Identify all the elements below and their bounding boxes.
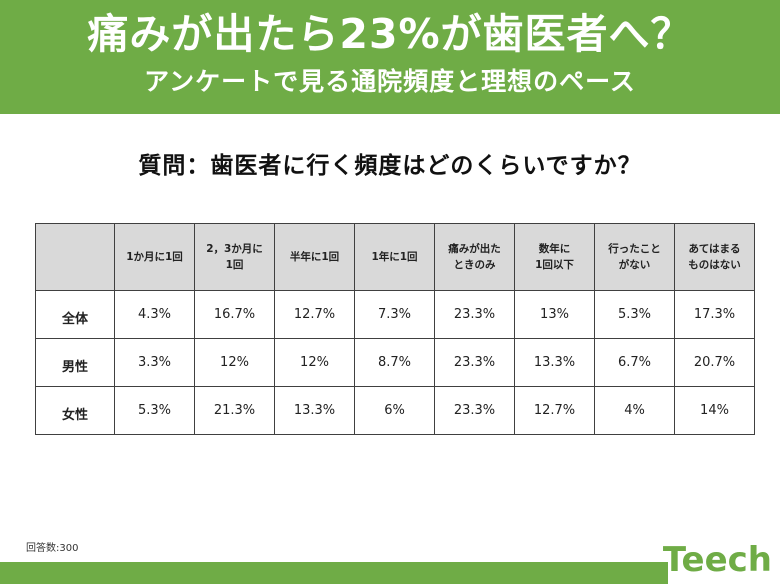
data-cell: 16.7% bbox=[194, 290, 275, 339]
table-row: 女性 5.3% 21.3% 13.3% 6% 23.3% 12.7% 4% 14% bbox=[35, 386, 755, 435]
column-header-1: 1か月に1回 bbox=[114, 223, 195, 291]
column-header-7: 行ったこと がない bbox=[594, 223, 675, 291]
row-label: 女性 bbox=[35, 386, 115, 435]
data-cell: 8.7% bbox=[354, 338, 435, 387]
column-header-5: 痛みが出た ときのみ bbox=[434, 223, 515, 291]
data-cell: 12.7% bbox=[274, 290, 355, 339]
data-cell: 7.3% bbox=[354, 290, 435, 339]
column-header-line: 1年に1回 bbox=[371, 251, 418, 263]
logo-background bbox=[668, 547, 780, 584]
column-header-line: 1回 bbox=[225, 259, 244, 271]
column-header-line: あてはまる bbox=[688, 243, 741, 255]
column-header-6: 数年に 1回以下 bbox=[514, 223, 595, 291]
data-cell: 17.3% bbox=[674, 290, 755, 339]
column-header-4: 1年に1回 bbox=[354, 223, 435, 291]
column-header-3: 半年に1回 bbox=[274, 223, 355, 291]
teech-logo: Teech bbox=[662, 540, 772, 580]
corner-cell bbox=[35, 223, 115, 291]
data-cell: 5.3% bbox=[594, 290, 675, 339]
page-title: 痛みが出たら23%が歯医者へ？ bbox=[87, 10, 693, 58]
column-header-line: 半年に1回 bbox=[289, 251, 340, 263]
data-cell: 13.3% bbox=[274, 386, 355, 435]
table-row: 男性 3.3% 12% 12% 8.7% 23.3% 13.3% 6.7% 20.7% bbox=[35, 338, 755, 387]
column-header-line: がない bbox=[618, 259, 651, 271]
table-row: 全体 4.3% 16.7% 12.7% 7.3% 23.3% 13% 5.3% 17.3% bbox=[35, 290, 755, 339]
data-cell: 13.3% bbox=[514, 338, 595, 387]
data-cell: 23.3% bbox=[434, 290, 515, 339]
data-cell: 4.3% bbox=[114, 290, 195, 339]
column-header-line: 行ったこと bbox=[608, 243, 661, 255]
column-header-line: ものはない bbox=[688, 259, 741, 271]
column-header-line: 数年に bbox=[538, 243, 571, 255]
row-label: 男性 bbox=[35, 338, 115, 387]
footer-band bbox=[0, 562, 780, 584]
data-cell: 6.7% bbox=[594, 338, 675, 387]
column-header-line: 痛みが出た bbox=[448, 243, 501, 255]
column-header-line: ときのみ bbox=[453, 259, 496, 271]
data-cell: 13% bbox=[514, 290, 595, 339]
data-cell: 4% bbox=[594, 386, 675, 435]
data-cell: 20.7% bbox=[674, 338, 755, 387]
data-cell: 6% bbox=[354, 386, 435, 435]
data-cell: 21.3% bbox=[194, 386, 275, 435]
column-header-line: 1か月に1回 bbox=[126, 251, 183, 263]
survey-question: 質問：歯医者に行く頻度はどのくらいですか？ bbox=[138, 153, 642, 179]
data-cell: 5.3% bbox=[114, 386, 195, 435]
data-cell: 12% bbox=[194, 338, 275, 387]
data-cell: 23.3% bbox=[434, 386, 515, 435]
column-header-line: 2，3か月に bbox=[206, 243, 263, 255]
survey-table: 1か月に1回 2，3か月に 1回 半年に1回 1年に1回 痛みが出たときのみ 数年に 1回以下… bbox=[35, 223, 755, 435]
data-cell: 14% bbox=[674, 386, 755, 435]
response-count: 回答数:300 bbox=[26, 543, 79, 554]
data-cell: 12% bbox=[274, 338, 355, 387]
row-label: 全体 bbox=[35, 290, 115, 339]
data-cell: 12.7% bbox=[514, 386, 595, 435]
data-cell: 23.3% bbox=[434, 338, 515, 387]
column-header-8: あてはまるものはない bbox=[674, 223, 755, 291]
column-header-line: 1回以下 bbox=[535, 259, 574, 271]
data-cell: 3.3% bbox=[114, 338, 195, 387]
column-header-2: 2，3か月に 1回 bbox=[194, 223, 275, 291]
page-subtitle: アンケートで見る通院頻度と理想のペース bbox=[144, 67, 636, 96]
table-header-row: 1か月に1回 2，3か月に 1回 半年に1回 1年に1回 痛みが出たときのみ 数年に 1回以下… bbox=[35, 223, 755, 291]
header-banner: 痛みが出たら23%が歯医者へ？ アンケートで見る通院頻度と理想のペース bbox=[0, 0, 780, 114]
